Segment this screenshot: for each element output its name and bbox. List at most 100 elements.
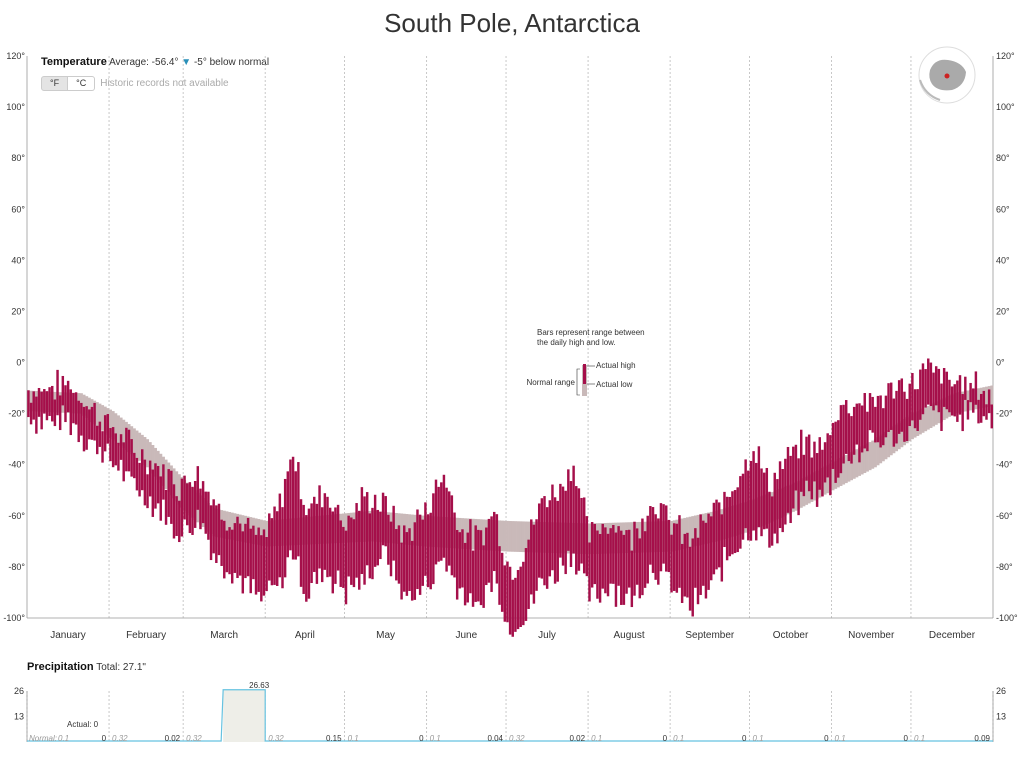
actual-bar: [43, 389, 46, 414]
actual-bar: [503, 565, 507, 622]
y-tick-label: 0°: [996, 358, 1005, 368]
month-label: August: [614, 630, 645, 641]
normal-bar: [122, 419, 126, 448]
actual-bar: [506, 561, 509, 623]
actual-bar: [490, 516, 493, 592]
actual-bar: [193, 480, 197, 528]
actual-bar: [744, 459, 747, 529]
records-note: Historic records not available: [100, 77, 229, 89]
actual-bar: [860, 405, 864, 453]
actual-bar: [495, 514, 499, 584]
actual-bar: [913, 389, 917, 429]
actual-bar: [945, 371, 949, 410]
actual-bar: [866, 411, 869, 452]
actual-bar: [831, 422, 835, 469]
actual-bar: [543, 496, 546, 586]
actual-bar: [776, 479, 779, 544]
normal-bar: [114, 413, 118, 442]
precipitation-heading: Precipitation: [27, 661, 94, 673]
actual-bar: [585, 516, 589, 577]
actual-bar: [622, 534, 626, 605]
normal-bar: [638, 521, 642, 553]
actual-bar: [146, 474, 149, 509]
normal-bar: [471, 518, 475, 550]
actual-bar: [429, 512, 432, 590]
page-title: South Pole, Antarctica: [384, 8, 640, 38]
actual-bar: [196, 466, 200, 510]
actual-bar: [556, 500, 559, 582]
normal-bar: [177, 474, 181, 505]
actual-bar: [323, 493, 327, 570]
actual-bar: [956, 380, 959, 422]
actual-bar: [273, 506, 276, 585]
actual-bar: [135, 457, 139, 491]
actual-bar: [244, 523, 247, 579]
legend-text-line1: Bars represent range between: [537, 328, 645, 337]
actual-bar: [829, 435, 832, 496]
actual-bar: [371, 507, 374, 580]
actual-bar: [871, 396, 874, 433]
temperature-departure: -5° below normal: [193, 57, 270, 68]
actual-bar: [858, 403, 861, 463]
actual-bar: [789, 455, 792, 524]
normal-bar: [799, 479, 803, 508]
actual-bar: [207, 491, 210, 540]
legend-actual-high: Actual high: [596, 361, 636, 370]
actual-bar: [45, 391, 49, 421]
normal-bar: [963, 391, 967, 412]
actual-bar: [463, 542, 467, 606]
actual-bar: [471, 550, 475, 607]
actual-bar: [514, 577, 517, 632]
actual-bar: [53, 399, 57, 427]
normal-bar: [942, 398, 946, 421]
precipitation-header: Precipitation Total: 27.1": [27, 661, 146, 673]
actual-bar: [747, 470, 750, 541]
actual-bar: [29, 402, 33, 425]
actual-bar: [844, 400, 848, 454]
normal-bar: [259, 519, 263, 546]
actual-bar: [85, 406, 88, 450]
normal-bar: [135, 430, 139, 459]
actual-bar: [519, 566, 522, 627]
actual-bar: [802, 454, 806, 497]
actual-bar: [813, 441, 816, 482]
month-label: June: [455, 630, 477, 641]
actual-bar: [170, 470, 173, 524]
actual-bar: [553, 497, 557, 584]
actual-bar: [350, 517, 353, 585]
normal-bar: [98, 403, 102, 429]
unit-toggle: °F °C Historic records not available: [41, 75, 229, 91]
actual-bar: [643, 531, 647, 588]
normal-bar: [850, 452, 854, 481]
celsius-button[interactable]: °C: [68, 75, 96, 91]
actual-bar: [387, 514, 390, 565]
actual-bar: [535, 519, 538, 591]
precip-normal-prefix: Normal:: [29, 734, 57, 743]
normal-bar: [887, 430, 891, 458]
actual-bar: [792, 446, 795, 509]
actual-bar: [609, 528, 612, 584]
actual-bar: [964, 376, 967, 400]
y-axis-right: 120° 100° 80° 60° 40° 20° 0° -20° -40° -60° -80° -1…: [996, 51, 1018, 623]
y-tick-label: 80°: [11, 153, 25, 163]
actual-bar: [331, 511, 335, 594]
actual-bar: [416, 509, 419, 590]
normal-bar: [482, 519, 486, 551]
actual-bar: [741, 473, 745, 540]
month-label: February: [126, 630, 166, 641]
actual-bar: [961, 394, 964, 432]
actual-bar: [987, 389, 991, 414]
actual-bar: [405, 532, 409, 596]
normal-bar: [630, 522, 634, 553]
actual-bar: [665, 505, 668, 572]
fahrenheit-button[interactable]: °F: [41, 75, 69, 91]
actual-bar: [627, 529, 631, 588]
y-tick-label: 80°: [996, 153, 1010, 163]
actual-bar: [111, 427, 115, 468]
normal-bar: [889, 428, 893, 456]
temperature-average: Average: -56.4°: [109, 57, 179, 68]
normal-bar: [985, 386, 989, 408]
actual-bar: [934, 366, 938, 406]
precipitation-chart: 26 26 13 13 0.1 0 0.32 0.02 0.32 26.63 0.32 0.15 0.1…: [14, 681, 1006, 743]
